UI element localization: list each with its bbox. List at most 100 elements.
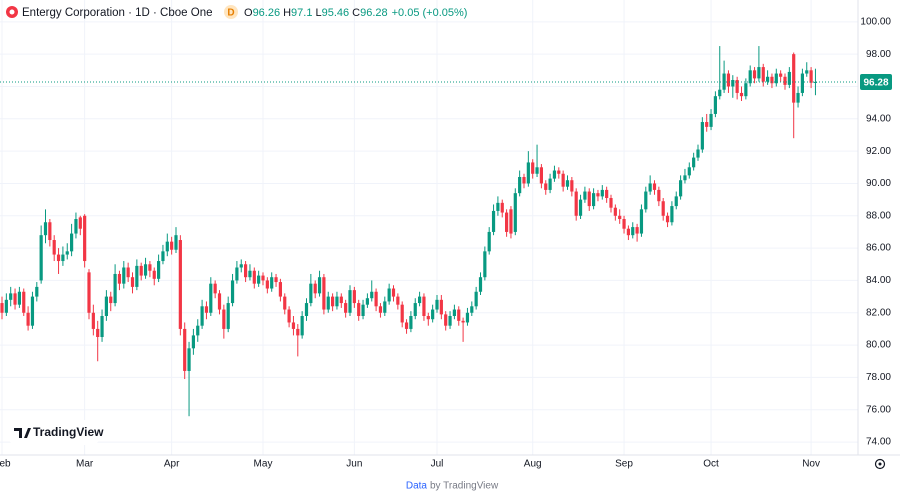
candle-body — [122, 267, 126, 284]
candle-body — [539, 167, 543, 184]
candle-body — [592, 193, 596, 207]
candle-body — [766, 76, 770, 82]
candle-body — [448, 315, 452, 326]
candle-body — [787, 71, 791, 85]
candle-body — [748, 70, 752, 84]
candle-body — [526, 162, 530, 184]
candle-body — [531, 162, 535, 174]
candle-body — [657, 189, 661, 202]
candle-body — [718, 89, 722, 97]
x-tick-label: Sep — [615, 459, 633, 470]
candle-body — [596, 193, 600, 197]
candle-body — [22, 291, 26, 313]
candle-body — [800, 73, 804, 93]
candle-body — [204, 306, 209, 313]
candle-body — [104, 296, 108, 316]
candle-body — [687, 167, 691, 176]
candle-body — [226, 303, 230, 329]
settings-icon[interactable] — [874, 458, 886, 470]
candle-body — [157, 261, 161, 279]
candle-body — [744, 83, 748, 97]
candle-body — [261, 275, 265, 281]
candle-body — [735, 80, 739, 93]
candle-body — [396, 296, 400, 305]
candle-body — [487, 231, 491, 252]
candle-body — [805, 70, 809, 74]
candle-body — [705, 122, 709, 127]
candle-body — [191, 335, 195, 349]
candle-body — [213, 283, 217, 294]
candle-body — [644, 191, 648, 210]
x-tick-label: Feb — [0, 459, 11, 470]
candle-body — [661, 201, 665, 216]
candle-body — [378, 306, 383, 313]
candle-body — [152, 270, 156, 279]
x-tick-label: Jun — [346, 459, 362, 470]
y-tick-label: 92.00 — [866, 146, 891, 157]
candle-body — [96, 328, 100, 338]
candle-body — [109, 296, 113, 304]
candle-body — [300, 315, 304, 336]
candle-body — [135, 265, 139, 287]
candle-body — [565, 180, 570, 187]
candle-body — [265, 280, 269, 289]
candle-body — [357, 303, 361, 316]
candle-body — [439, 299, 443, 315]
candle-body — [435, 299, 439, 310]
candle-body — [387, 288, 391, 302]
candle-body — [161, 251, 165, 262]
candle-body — [422, 296, 426, 316]
candle-body — [126, 267, 130, 278]
candle-body — [561, 173, 565, 187]
candle-body — [474, 291, 478, 307]
x-tick-label: Jul — [431, 459, 444, 470]
candle-body — [61, 254, 65, 262]
candle-body — [43, 222, 48, 236]
candle-body — [509, 209, 513, 234]
candle-body — [100, 315, 104, 338]
footer-text: by TradingView — [430, 481, 499, 492]
candle-body — [257, 275, 261, 284]
candle-body — [374, 291, 378, 307]
candle-body — [370, 291, 374, 299]
candles — [0, 46, 858, 417]
candle-body — [583, 191, 587, 200]
candle-body — [465, 312, 470, 323]
candle-body — [431, 309, 435, 320]
y-tick-label: 88.00 — [866, 210, 891, 221]
candle-body — [570, 180, 574, 192]
ohlc-legend: O96.26 H97.1 L95.46 C96.28 +0.05 (+0.05%) — [244, 7, 467, 19]
candle-body — [270, 277, 274, 289]
candle-body — [809, 70, 813, 83]
candle-body — [574, 191, 578, 216]
candle-body — [813, 81, 818, 83]
candle-body — [779, 73, 783, 77]
candle-body — [796, 92, 800, 103]
candle-body — [652, 183, 657, 190]
candle-body — [635, 227, 639, 234]
candle-body — [500, 202, 504, 213]
candle-body — [648, 183, 652, 192]
candle-body — [287, 309, 291, 323]
candle-body — [761, 67, 765, 82]
logo-text[interactable]: TradingView — [33, 425, 104, 439]
y-tick-label: 86.00 — [866, 243, 891, 254]
candle-body — [774, 73, 778, 84]
x-tick-label: Oct — [703, 459, 719, 470]
candle-body — [348, 290, 352, 313]
candle-body — [183, 328, 187, 371]
x-tick-label: Nov — [802, 459, 820, 470]
candle-body — [483, 251, 487, 278]
candle-body — [9, 293, 13, 300]
candle-body — [143, 264, 148, 276]
candle-body — [35, 286, 39, 297]
candle-body — [444, 314, 448, 326]
candle-body — [217, 293, 222, 310]
logo-bg — [6, 420, 102, 445]
candle-body — [452, 309, 456, 316]
candle-body — [244, 264, 248, 278]
candle-body — [130, 277, 135, 287]
candle-body — [587, 191, 591, 207]
footer-link[interactable]: Data — [406, 481, 428, 492]
candle-body — [700, 122, 704, 150]
